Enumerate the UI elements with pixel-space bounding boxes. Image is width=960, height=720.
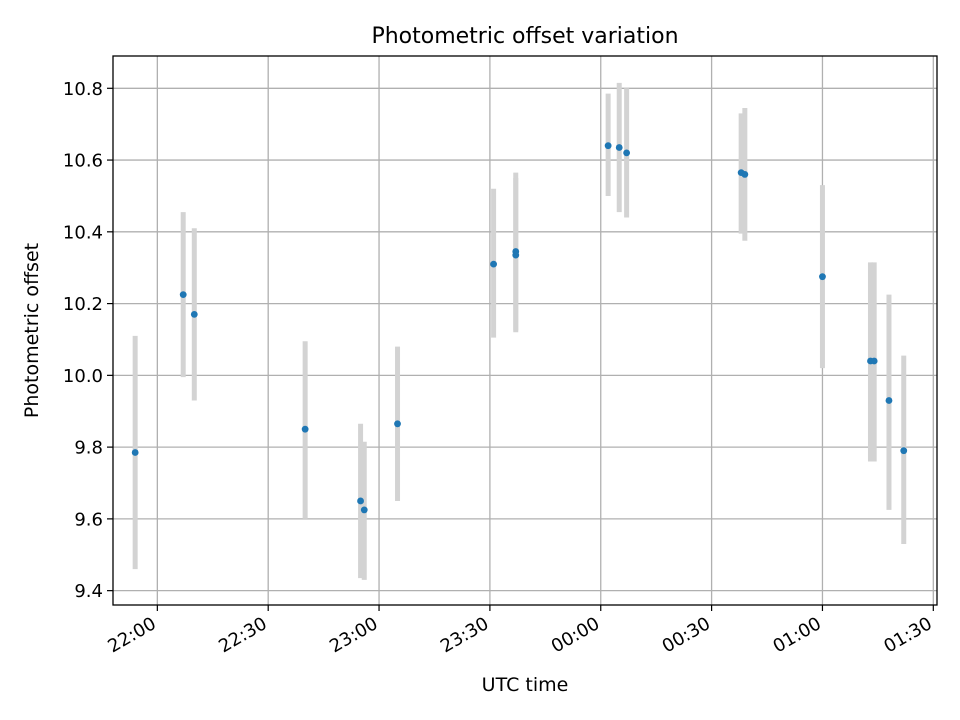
grid [113,56,937,605]
y-axis: 9.4 9.6 9.8 10.0 10.2 10.4 10.6 10.8 [63,79,113,602]
y-axis-label: Photometric offset [21,243,43,418]
x-axis-label: UTC time [482,674,569,696]
y-tick-label: 10.6 [63,151,103,172]
x-tick-label: 23:30 [437,613,492,657]
data-point [190,310,198,318]
data-point [900,447,908,455]
y-tick-label: 10.8 [63,79,103,100]
data-point [301,425,309,433]
data-point [360,506,368,514]
data-point [819,273,826,281]
chart-title: Photometric offset variation [371,24,678,49]
x-tick-label: 22:00 [104,613,159,657]
errorbar-group [132,82,907,580]
y-tick-label: 9.4 [74,581,103,602]
x-tick-label: 00:30 [659,613,714,657]
y-tick-label: 10.4 [63,222,103,243]
x-tick-label: 23:00 [326,613,381,657]
x-axis: 22:00 22:30 23:00 23:30 00:00 00:30 01:00 01:30 [104,605,936,657]
x-tick-label: 00:00 [548,613,603,657]
data-point [357,497,364,505]
data-point [741,171,749,178]
data-point [604,142,612,150]
x-tick-label: 01:00 [770,613,825,657]
point-group [131,142,908,514]
data-point [179,291,187,299]
data-point [131,449,139,456]
data-point [870,357,878,365]
y-tick-label: 10.2 [63,294,103,315]
data-point [394,420,401,428]
data-point [490,260,497,268]
y-tick-label: 9.6 [74,509,103,530]
x-tick-label: 22:30 [215,613,270,657]
data-point [615,144,623,151]
data-point [885,397,893,404]
x-tick-label: 01:30 [880,613,935,657]
y-tick-label: 10.0 [63,366,103,387]
y-tick-label: 9.8 [74,438,103,459]
plot-frame [112,55,938,606]
data-point [512,251,520,259]
data-point [623,149,631,157]
